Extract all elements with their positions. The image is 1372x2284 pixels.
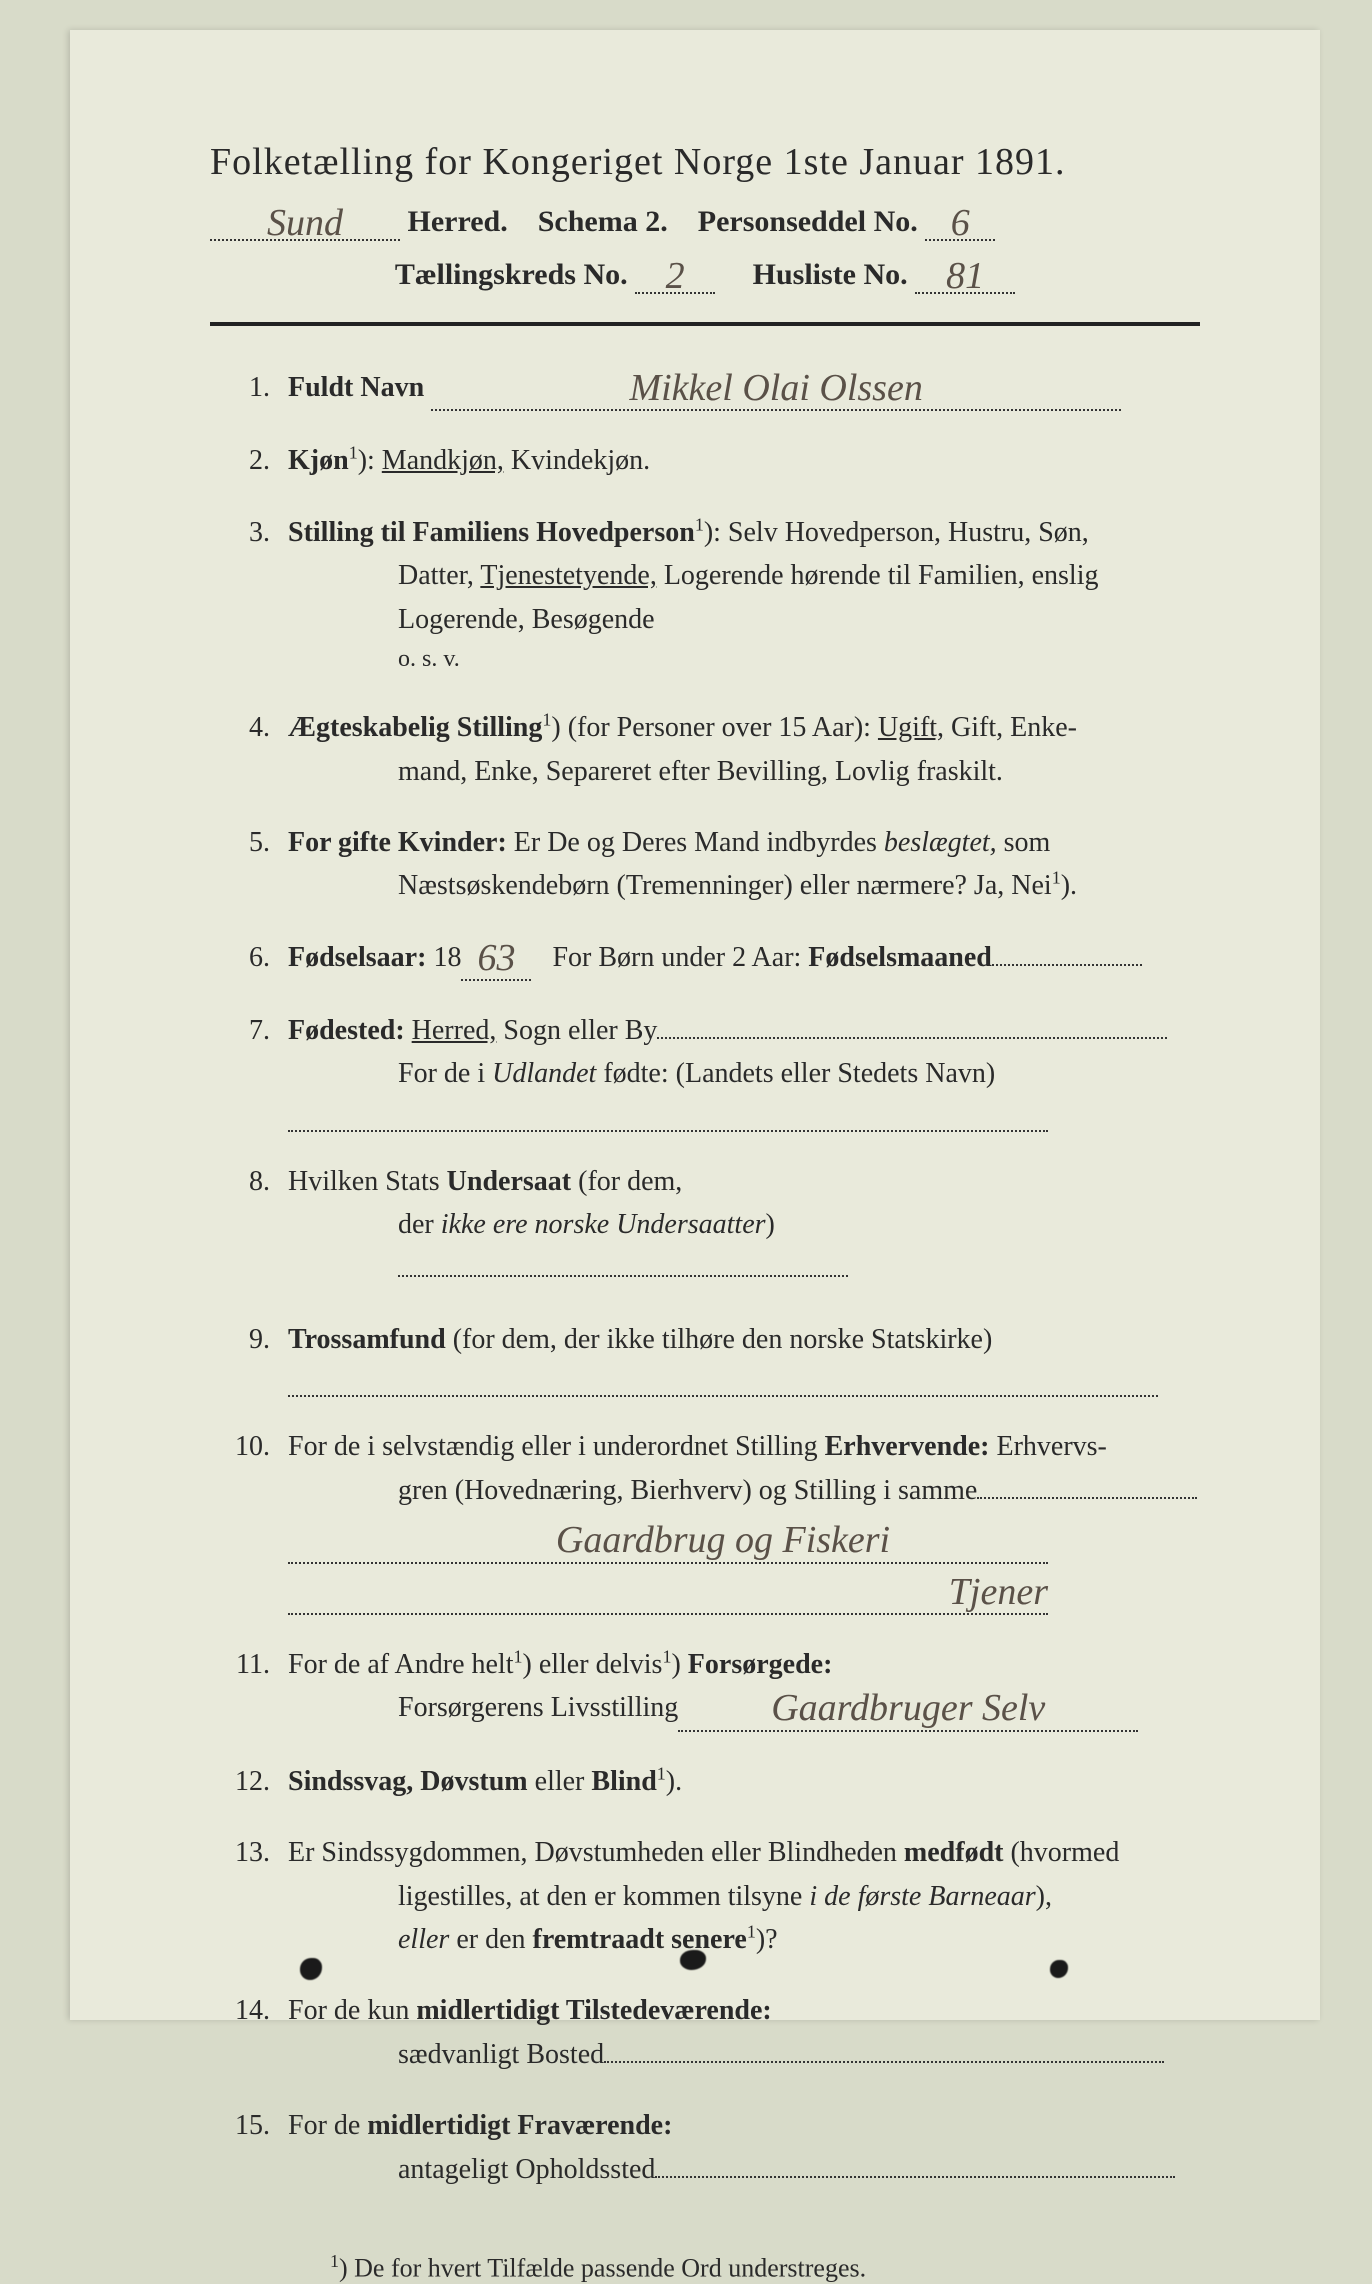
q4: 4. Ægteskabelig Stilling1) (for Personer… (210, 706, 1200, 793)
q15: 15. For de midlertidigt Fraværende: anta… (210, 2104, 1200, 2191)
q12: 12. Sindssvag, Døvstum eller Blind1). (210, 1760, 1200, 1803)
footnote: 1) De for hvert Tilfælde passende Ord un… (210, 2251, 1200, 2284)
census-form-page: Folketælling for Kongeriget Norge 1ste J… (70, 30, 1320, 2020)
q1-label: Fuldt Navn (288, 372, 424, 403)
q7: 7. Fødested: Herred, Sogn eller By For d… (210, 1009, 1200, 1132)
q2: 2. Kjøn1): Mandkjøn, Kvindekjøn. (210, 439, 1200, 482)
q2-opt2: Kvindekjøn. (511, 445, 650, 476)
q6-label: Fødselsaar: (288, 942, 426, 973)
husliste-label: Husliste No. (753, 258, 908, 291)
q5: 5. For gifte Kvinder: Er De og Deres Man… (210, 821, 1200, 908)
q5-label: For gifte Kvinder: (288, 827, 507, 858)
q14: 14. For de kun midlertidigt Tilstedevære… (210, 1989, 1200, 2076)
kreds-no: 2 (666, 259, 685, 293)
person-no: 6 (951, 206, 970, 240)
q10: 10. For de i selvstændig eller i underor… (210, 1425, 1200, 1615)
q6-year: 63 (477, 941, 515, 975)
header-line-3: Tællingskreds No. 2 Husliste No. 81 (210, 255, 1200, 294)
q3-label: Stilling til Familiens Hovedperson (288, 517, 695, 548)
q10-hand2: Tjener (949, 1575, 1048, 1609)
herred-value: Sund (267, 206, 343, 240)
page-title: Folketælling for Kongeriget Norge 1ste J… (210, 140, 1200, 184)
husliste-no: 81 (946, 259, 984, 293)
person-label: Personseddel No. (698, 205, 918, 238)
q13: 13. Er Sindssygdommen, Døvstumheden elle… (210, 1831, 1200, 1961)
q1-value: Mikkel Olai Olssen (629, 371, 922, 405)
q11: 11. For de af Andre helt1) eller delvis1… (210, 1643, 1200, 1732)
q7-label: Fødested: (288, 1015, 405, 1046)
herred-label: Herred. (408, 205, 508, 238)
form-list: 1. Fuldt Navn Mikkel Olai Olssen 2. Kjøn… (210, 366, 1200, 2191)
q6: 6. Fødselsaar: 1863 For Børn under 2 Aar… (210, 936, 1200, 981)
q9: 9. Trossamfund (for dem, der ikke tilhør… (210, 1318, 1200, 1397)
q2-label: Kjøn (288, 445, 349, 476)
q10-hand1: Gaardbrug og Fiskeri (556, 1523, 890, 1557)
header-line-2: Sund Herred. Schema 2. Personseddel No. … (210, 202, 1200, 241)
schema-label: Schema 2. (538, 205, 668, 238)
q8: 8. Hvilken Stats Undersaat (for dem, der… (210, 1160, 1200, 1290)
q4-label: Ægteskabelig Stilling (288, 712, 542, 743)
q11-hand: Gaardbruger Selv (771, 1691, 1045, 1725)
kreds-label: Tællingskreds No. (395, 258, 628, 291)
divider (210, 322, 1200, 326)
q1: 1. Fuldt Navn Mikkel Olai Olssen (210, 366, 1200, 411)
q2-opt1: Mandkjøn, (382, 445, 504, 476)
q3-underlined: Tjenestetyende, (480, 560, 656, 591)
q4-underlined: Ugift, (878, 712, 944, 743)
q3: 3. Stilling til Familiens Hovedperson1):… (210, 511, 1200, 678)
